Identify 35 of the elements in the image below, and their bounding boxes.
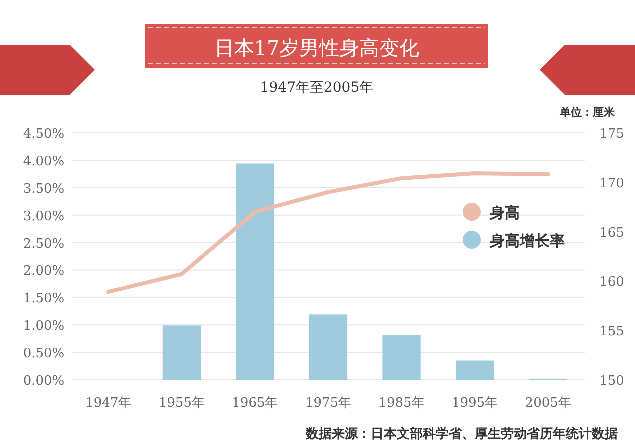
y2-tick-label: 160 bbox=[600, 275, 624, 290]
x-tick-label: 1947年 bbox=[86, 396, 132, 411]
y2-tick-label: 165 bbox=[600, 226, 624, 241]
x-tick-label: 2005年 bbox=[525, 396, 572, 411]
y-tick-label: 0.00% bbox=[23, 374, 65, 389]
bar bbox=[382, 334, 421, 380]
y2-axis-title: 单位：厘米 bbox=[559, 106, 616, 119]
y2-tick-label: 175 bbox=[600, 127, 624, 142]
y2-tick-label: 170 bbox=[600, 176, 624, 192]
y-tick-label: 1.00% bbox=[23, 319, 65, 334]
bar bbox=[162, 326, 201, 380]
source-note: 数据来源：日本文部科学省、厚生劳动省历年统计数据 bbox=[305, 426, 618, 442]
y-tick-label: 3.50% bbox=[23, 182, 65, 197]
y-tick-label: 0.50% bbox=[23, 346, 65, 362]
y-tick-label: 4.00% bbox=[23, 154, 65, 170]
bar bbox=[456, 360, 494, 380]
x-tick-label: 1975年 bbox=[305, 396, 352, 411]
x-tick-label: 1955年 bbox=[158, 396, 205, 411]
y-tick-label: 4.50% bbox=[23, 127, 65, 142]
y-tick-label: 2.50% bbox=[23, 236, 65, 252]
y-tick-label: 1.50% bbox=[23, 292, 65, 307]
line-series bbox=[106, 172, 550, 294]
chart-subtitle: 1947年至2005年 bbox=[260, 80, 374, 96]
y-tick-label: 2.00% bbox=[23, 264, 65, 280]
y2-tick-label: 155 bbox=[600, 324, 624, 340]
y-tick-label: 3.00% bbox=[23, 209, 65, 224]
x-tick-label: 1995年 bbox=[452, 396, 498, 411]
bar bbox=[309, 314, 348, 380]
y2-tick-label: 150 bbox=[600, 374, 624, 389]
legend-label: 身高增长率 bbox=[489, 232, 565, 250]
x-tick-label: 1985年 bbox=[378, 396, 425, 411]
legend-label: 身高 bbox=[489, 204, 520, 222]
chart-title: 日本17岁男性身高变化 bbox=[214, 36, 420, 60]
x-tick-label: 1965年 bbox=[232, 396, 278, 411]
bar bbox=[236, 164, 274, 380]
